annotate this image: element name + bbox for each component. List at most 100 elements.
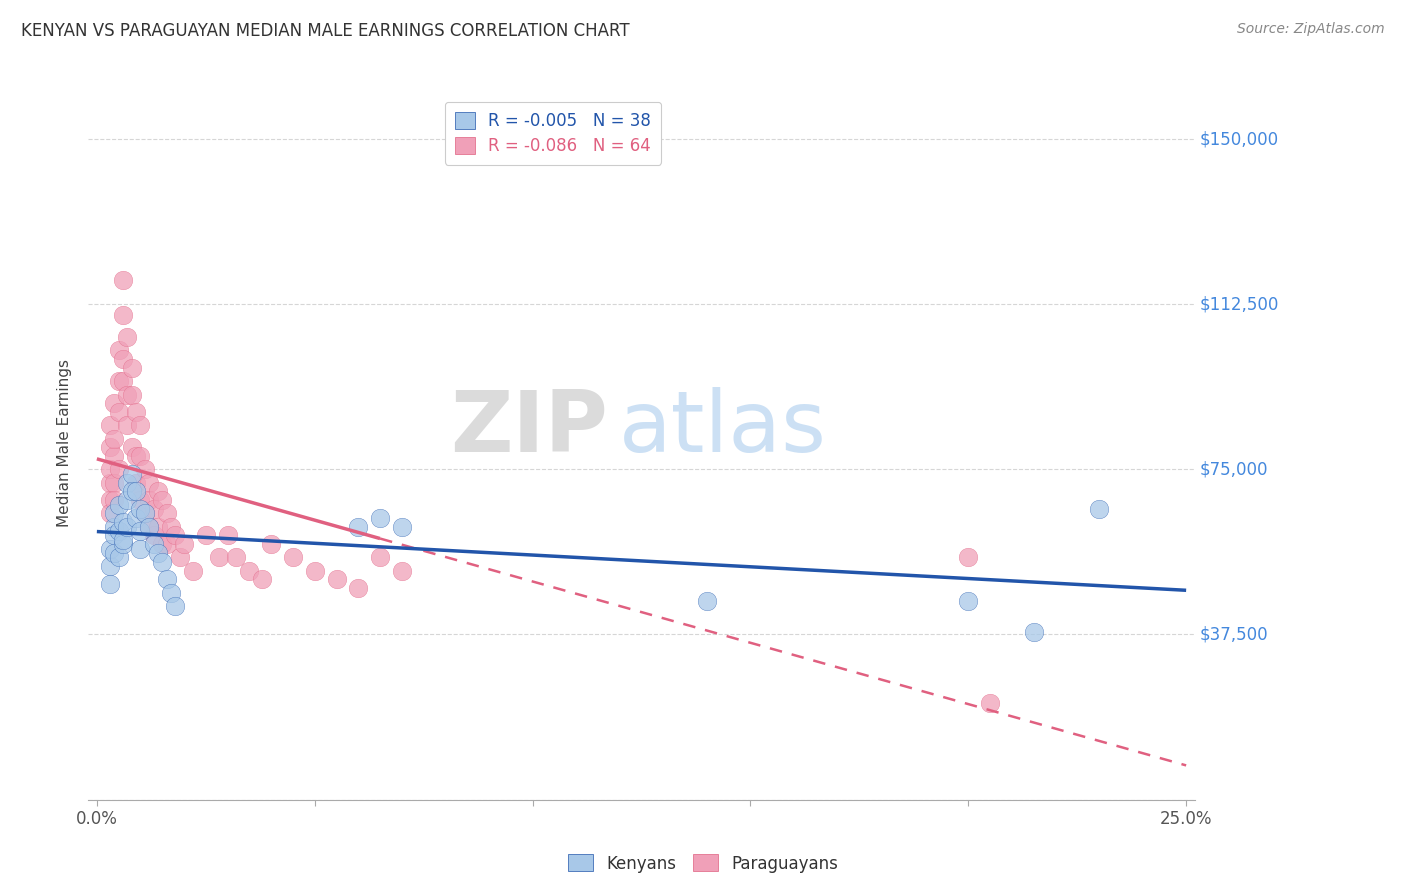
Point bbox=[194, 528, 217, 542]
Point bbox=[103, 507, 125, 521]
Point bbox=[129, 541, 152, 556]
Point bbox=[325, 573, 347, 587]
Legend: Kenyans, Paraguayans: Kenyans, Paraguayans bbox=[561, 847, 845, 880]
Point bbox=[160, 585, 183, 599]
Point bbox=[125, 405, 148, 419]
Point bbox=[117, 330, 139, 344]
Point bbox=[107, 550, 129, 565]
Point bbox=[146, 546, 169, 560]
Point bbox=[121, 484, 143, 499]
Point bbox=[103, 528, 125, 542]
Point bbox=[98, 559, 121, 574]
Point bbox=[155, 537, 177, 551]
Point bbox=[125, 449, 148, 463]
Point bbox=[107, 498, 129, 512]
Text: atlas: atlas bbox=[620, 387, 827, 470]
Point bbox=[98, 493, 121, 508]
Point bbox=[347, 519, 370, 533]
Point bbox=[979, 696, 1001, 710]
Point bbox=[160, 519, 183, 533]
Point bbox=[957, 594, 980, 608]
Text: ZIP: ZIP bbox=[450, 387, 609, 470]
Point bbox=[107, 462, 129, 476]
Point bbox=[134, 462, 156, 476]
Point bbox=[121, 387, 143, 401]
Point bbox=[125, 475, 148, 490]
Point bbox=[347, 581, 370, 595]
Text: $75,000: $75,000 bbox=[1199, 460, 1268, 478]
Point bbox=[1088, 502, 1111, 516]
Point bbox=[129, 524, 152, 538]
Point bbox=[225, 550, 247, 565]
Point bbox=[957, 550, 980, 565]
Point bbox=[155, 507, 177, 521]
Point bbox=[98, 418, 121, 433]
Point bbox=[103, 475, 125, 490]
Point bbox=[155, 573, 177, 587]
Point bbox=[107, 524, 129, 538]
Point bbox=[696, 594, 718, 608]
Point bbox=[98, 576, 121, 591]
Point bbox=[103, 546, 125, 560]
Point bbox=[129, 418, 152, 433]
Point bbox=[129, 502, 152, 516]
Point bbox=[117, 475, 139, 490]
Point bbox=[103, 519, 125, 533]
Point bbox=[181, 564, 204, 578]
Point bbox=[129, 493, 152, 508]
Point bbox=[138, 493, 160, 508]
Point bbox=[260, 537, 283, 551]
Point bbox=[368, 550, 391, 565]
Point bbox=[165, 599, 187, 613]
Point bbox=[111, 515, 134, 529]
Point bbox=[165, 528, 187, 542]
Point bbox=[134, 507, 156, 521]
Point bbox=[111, 537, 134, 551]
Text: $37,500: $37,500 bbox=[1199, 625, 1268, 643]
Point bbox=[169, 550, 191, 565]
Point bbox=[138, 519, 160, 533]
Point bbox=[252, 573, 274, 587]
Point bbox=[111, 352, 134, 367]
Point bbox=[117, 493, 139, 508]
Point bbox=[111, 308, 134, 322]
Point bbox=[111, 273, 134, 287]
Point bbox=[142, 502, 165, 516]
Point bbox=[138, 519, 160, 533]
Point bbox=[150, 555, 173, 569]
Point bbox=[107, 343, 129, 358]
Point bbox=[98, 507, 121, 521]
Text: $150,000: $150,000 bbox=[1199, 130, 1278, 148]
Point bbox=[107, 405, 129, 419]
Point bbox=[121, 361, 143, 376]
Point bbox=[238, 564, 260, 578]
Point bbox=[121, 441, 143, 455]
Point bbox=[173, 537, 195, 551]
Point bbox=[281, 550, 304, 565]
Point bbox=[117, 387, 139, 401]
Y-axis label: Median Male Earnings: Median Male Earnings bbox=[58, 359, 72, 527]
Point bbox=[391, 519, 413, 533]
Point bbox=[111, 533, 134, 547]
Point bbox=[138, 475, 160, 490]
Point bbox=[304, 564, 326, 578]
Point bbox=[208, 550, 231, 565]
Point bbox=[217, 528, 239, 542]
Point bbox=[146, 484, 169, 499]
Point bbox=[98, 441, 121, 455]
Point bbox=[117, 519, 139, 533]
Point bbox=[129, 449, 152, 463]
Text: KENYAN VS PARAGUAYAN MEDIAN MALE EARNINGS CORRELATION CHART: KENYAN VS PARAGUAYAN MEDIAN MALE EARNING… bbox=[21, 22, 630, 40]
Point bbox=[142, 537, 165, 551]
Point bbox=[117, 418, 139, 433]
Point bbox=[134, 507, 156, 521]
Point bbox=[142, 528, 165, 542]
Point bbox=[150, 493, 173, 508]
Point bbox=[103, 493, 125, 508]
Point bbox=[368, 510, 391, 524]
Point bbox=[391, 564, 413, 578]
Text: Source: ZipAtlas.com: Source: ZipAtlas.com bbox=[1237, 22, 1385, 37]
Point bbox=[150, 537, 173, 551]
Point bbox=[146, 519, 169, 533]
Point bbox=[125, 510, 148, 524]
